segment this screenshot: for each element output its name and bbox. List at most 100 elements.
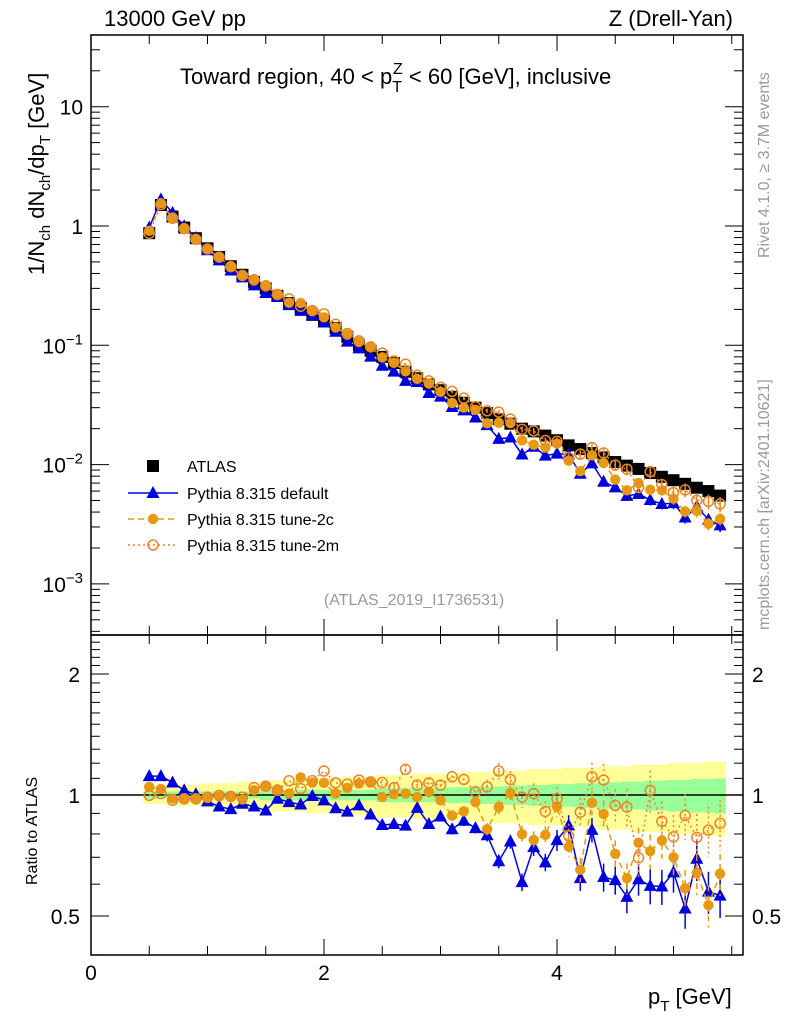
- point-default: [468, 410, 482, 423]
- ratio-point-tune-2c: [714, 868, 726, 879]
- ratio-point-tune-2m: [527, 787, 540, 800]
- ylabel-c: /dp: [24, 144, 49, 175]
- ratio-point-tune-2m: [469, 786, 482, 798]
- point-default: [364, 349, 378, 362]
- ratio-point-tune-2m: [376, 776, 388, 789]
- point-default: [259, 285, 273, 298]
- point-tune-2m: [597, 447, 610, 459]
- ratio-point-default: [515, 875, 529, 888]
- point-tune-2c: [330, 322, 341, 333]
- xlabel-a: p: [648, 984, 660, 1009]
- point-tune-2m: [493, 406, 505, 418]
- analysis-tag: (ATLAS_2019_I1736531): [324, 592, 504, 609]
- xlabel-sub: T: [660, 998, 669, 1015]
- y-tick-label: 10−2: [43, 451, 83, 478]
- point-default: [294, 303, 308, 316]
- legend-marker: [146, 486, 160, 498]
- ratio-point-default: [259, 803, 273, 816]
- ratio-point-tune-2m: [609, 799, 621, 812]
- title-sup: Z: [393, 61, 403, 78]
- y-tick-label: 10−1: [43, 331, 83, 358]
- ratio-point-default: [538, 855, 552, 868]
- atlas-point: [481, 407, 494, 420]
- ratio-point-tune-2m: [516, 791, 528, 803]
- atlas-point: [632, 462, 645, 475]
- ratio-point-tune-2c: [540, 829, 551, 841]
- ratio-tick-label-left: 0.5: [51, 906, 80, 929]
- legend-label: ATLAS: [187, 459, 237, 476]
- ratio-point-tune-2c: [493, 801, 504, 813]
- ratio-point-default: [492, 854, 506, 867]
- point-tune-2c: [703, 518, 714, 529]
- legend-marker: [147, 460, 159, 472]
- ratio-point-tune-2c: [435, 795, 446, 806]
- point-tune-2c: [575, 466, 586, 477]
- ratio-point-default: [352, 798, 366, 811]
- legend-label: Pythia 8.315 tune-2c: [187, 512, 334, 529]
- point-tune-2m: [574, 448, 587, 460]
- point-tune-2m: [481, 405, 493, 417]
- series-line-default: [148, 197, 721, 527]
- point-tune-2c: [586, 450, 598, 461]
- point-tune-2m: [283, 293, 295, 305]
- ratio-point-tune-2m: [225, 790, 237, 803]
- point-tune-2m: [423, 375, 435, 387]
- ratio-point-tune-2c: [318, 777, 330, 789]
- ylabel-a: 1/N: [24, 241, 49, 275]
- ratio-point-tune-2m: [248, 781, 260, 794]
- point-tune-2m: [399, 358, 412, 370]
- y-tick-base: 10: [60, 97, 83, 120]
- point-tune-2m: [551, 435, 563, 448]
- title-a: Toward region, 40 < p: [180, 64, 392, 89]
- ratio-point-tune-2c: [668, 852, 679, 863]
- ratio-point-tune-2m: [621, 801, 633, 813]
- ratio-y-label: Ratio to ATLAS: [24, 777, 41, 885]
- ratio-point-default: [608, 873, 622, 886]
- ratio-point-default: [550, 833, 564, 846]
- point-tune-2m: [260, 280, 272, 292]
- ratio-point-tune-2m: [667, 831, 680, 843]
- mcplots-info: mcplots.cern.ch [arXiv:2401.10621]: [756, 379, 773, 630]
- ratio-point-tune-2c: [563, 841, 574, 852]
- ratio-point-tune-2c: [516, 828, 528, 840]
- ylabel-d: [GeV]: [24, 73, 49, 135]
- ratio-point-tune-2m: [481, 781, 493, 793]
- point-tune-2m: [155, 198, 167, 211]
- atlas-point: [702, 485, 715, 498]
- ratio-point-tune-2m: [702, 824, 715, 836]
- point-tune-2c: [260, 280, 271, 291]
- ratio-tick-label-right: 1: [752, 785, 764, 808]
- ratio-point-default: [329, 801, 343, 814]
- point-tune-2m: [458, 392, 470, 404]
- ratio-point-tune-2c: [423, 786, 435, 798]
- ratio-point-tune-2c: [446, 810, 458, 821]
- point-tune-2c: [645, 484, 656, 495]
- point-default: [608, 480, 622, 493]
- ratio-point-tune-2m: [446, 771, 458, 783]
- ratio-point-default: [655, 879, 669, 892]
- atlas-point: [690, 481, 703, 494]
- ratio-point-tune-2m: [166, 794, 179, 807]
- ratio-point-tune-2m: [539, 805, 552, 818]
- ratio-tick-label-right: 0.5: [752, 906, 781, 929]
- ratio-point-tune-2c: [283, 788, 295, 799]
- ratio-point-tune-2c: [551, 801, 563, 812]
- ratio-point-tune-2c: [598, 808, 609, 820]
- y-axis-label: 1/Nch dNch/dpT [GeV]: [24, 73, 54, 275]
- legend-label: Pythia 8.315 tune-2m: [187, 538, 339, 555]
- ratio-point-default: [434, 809, 447, 822]
- point-tune-2m: [679, 484, 691, 496]
- title-b: < 60 [GeV], inclusive: [403, 64, 612, 89]
- point-tune-2m: [411, 369, 423, 382]
- ratio-point-tune-2m: [213, 789, 225, 802]
- ratio-point-tune-2m: [388, 781, 400, 794]
- point-default: [352, 341, 366, 354]
- header-right: Z (Drell-Yan): [609, 6, 733, 31]
- point-tune-2m: [609, 459, 621, 471]
- ratio-point-default: [142, 769, 156, 782]
- point-tune-2c: [481, 418, 493, 429]
- ratio-point-default: [620, 889, 634, 902]
- ratio-point-tune-2c: [703, 899, 714, 911]
- point-tune-2c: [679, 506, 691, 517]
